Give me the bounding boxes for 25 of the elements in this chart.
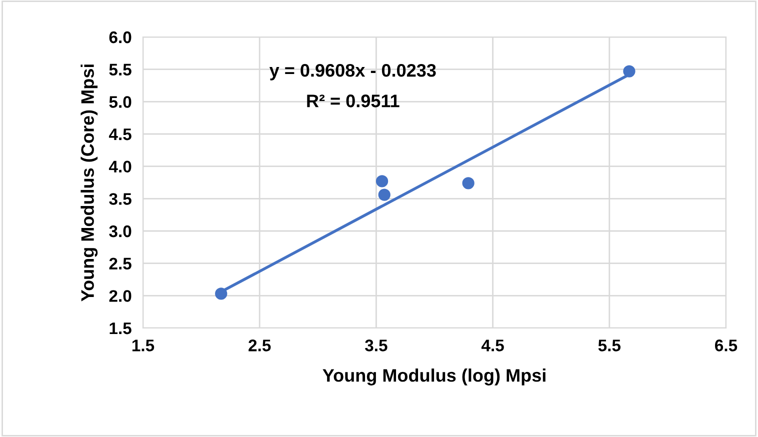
x-tick-label: 4.5 bbox=[481, 340, 504, 352]
x-tick-label: 1.5 bbox=[132, 340, 154, 352]
point bbox=[378, 188, 390, 201]
y-tick-label: 4.0 bbox=[108, 160, 132, 173]
x-tick-label: 5.5 bbox=[598, 340, 621, 352]
x-tick-label: 6.5 bbox=[715, 340, 738, 352]
point bbox=[462, 177, 474, 190]
y-tick-label: 2.0 bbox=[109, 290, 132, 302]
y-tick-label: 2.5 bbox=[109, 258, 132, 270]
point bbox=[623, 65, 636, 78]
y-axis-title: Young Modulus (Core) Mpsi bbox=[80, 64, 98, 302]
x-tick-label: 2.5 bbox=[248, 340, 271, 352]
point bbox=[215, 288, 228, 300]
annotation: y = 0.9608x - 0.0233 bbox=[269, 64, 436, 80]
y-tick-label: 4.5 bbox=[108, 128, 132, 140]
annotation: R² = 0.9511 bbox=[307, 94, 400, 108]
point bbox=[376, 175, 388, 188]
y-tick-label: 5.0 bbox=[109, 96, 132, 108]
y-tick-label: 5.5 bbox=[109, 64, 132, 76]
y-tick-label: 3.5 bbox=[109, 193, 132, 205]
x-tick-label: 3.5 bbox=[365, 340, 388, 352]
y-tick-label: 3.0 bbox=[109, 225, 132, 238]
x-axis-title: Young Modulus (log) Mpsi bbox=[322, 368, 546, 386]
y-tick-label: 1.5 bbox=[110, 322, 132, 334]
y-tick-label: 6.0 bbox=[109, 31, 132, 44]
